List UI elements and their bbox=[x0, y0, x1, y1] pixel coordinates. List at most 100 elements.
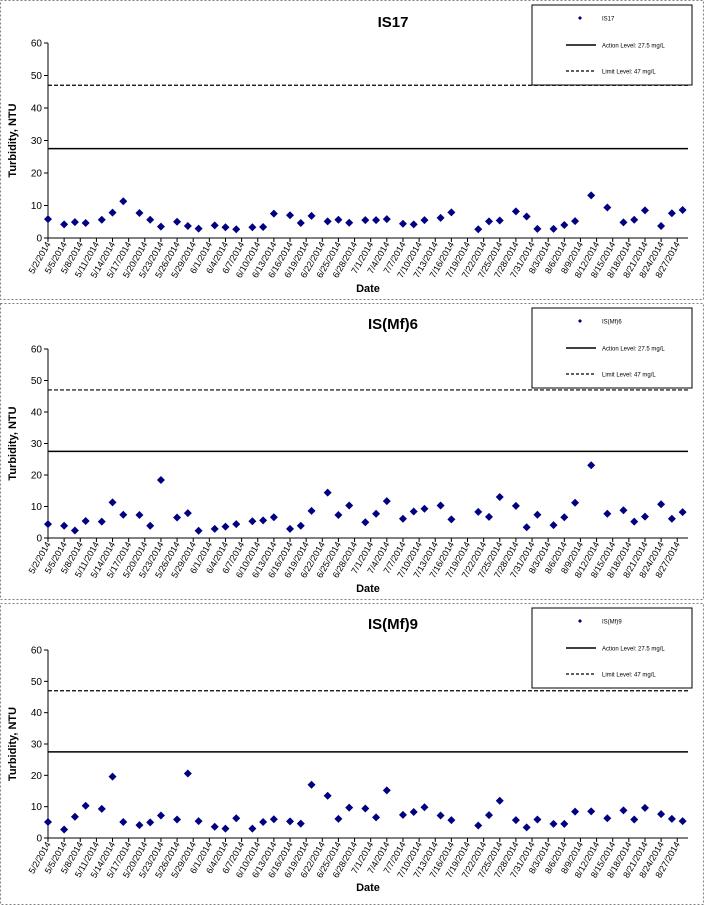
legend-limit-label: Limit Level: 47 mg/L bbox=[602, 673, 656, 679]
data-point bbox=[420, 504, 429, 513]
data-point bbox=[173, 513, 182, 522]
data-point bbox=[210, 221, 219, 230]
data-point bbox=[183, 221, 192, 230]
data-point bbox=[135, 208, 144, 217]
data-point bbox=[97, 215, 106, 224]
data-point bbox=[248, 517, 257, 526]
data-point bbox=[70, 218, 79, 227]
y-tick-label: 60 bbox=[31, 646, 43, 657]
data-point bbox=[409, 807, 418, 816]
data-point bbox=[571, 217, 580, 226]
data-point bbox=[678, 817, 687, 826]
data-point bbox=[108, 498, 117, 507]
data-point bbox=[495, 493, 504, 502]
data-point bbox=[372, 813, 381, 822]
legend-action-label: Action Level: 27.5 mg/L bbox=[602, 347, 665, 353]
data-point bbox=[619, 218, 628, 227]
y-tick-label: 60 bbox=[31, 39, 43, 50]
data-point bbox=[269, 513, 278, 522]
data-point bbox=[194, 526, 203, 535]
x-axis-label: Date bbox=[356, 583, 380, 595]
chart-title: IS(Mf)6 bbox=[368, 316, 418, 333]
data-point bbox=[398, 810, 407, 819]
data-point bbox=[560, 221, 569, 229]
chart-panel-is17: IS17 0 10 20 30 40 50 60 Turbidity, NTU 5/2/2014 5… bbox=[0, 0, 704, 300]
data-point bbox=[146, 215, 155, 224]
data-point bbox=[183, 769, 192, 778]
data-point bbox=[60, 220, 69, 229]
data-point bbox=[334, 215, 343, 224]
y-tick-label: 40 bbox=[31, 408, 43, 419]
y-tick-label: 30 bbox=[31, 136, 43, 147]
data-point bbox=[485, 217, 494, 226]
data-point bbox=[549, 224, 558, 233]
legend-box bbox=[531, 4, 693, 86]
y-tick-label: 60 bbox=[31, 345, 43, 356]
data-point bbox=[678, 206, 687, 215]
data-point bbox=[135, 821, 144, 830]
data-point bbox=[495, 796, 504, 805]
data-point bbox=[60, 825, 69, 834]
data-point bbox=[146, 521, 155, 530]
data-point bbox=[221, 824, 230, 833]
y-tick-label: 10 bbox=[31, 502, 43, 513]
data-point bbox=[135, 511, 144, 520]
data-point bbox=[361, 518, 370, 527]
data-point bbox=[382, 786, 391, 795]
data-point bbox=[630, 815, 639, 824]
data-point bbox=[119, 510, 128, 519]
y-tick-label: 10 bbox=[31, 201, 43, 212]
y-tick-label: 50 bbox=[31, 71, 43, 82]
data-point bbox=[119, 197, 128, 206]
data-point bbox=[619, 806, 628, 815]
data-point bbox=[210, 822, 219, 831]
data-point bbox=[571, 498, 580, 507]
x-axis-label: Date bbox=[356, 882, 380, 894]
data-point bbox=[474, 225, 483, 234]
legend-marker bbox=[578, 319, 582, 323]
legend-limit-label: Limit Level: 47 mg/L bbox=[602, 70, 656, 76]
data-point bbox=[269, 815, 278, 824]
chart-panel-is-mf9: IS(Mf)9 0 10 20 30 40 50 60 Turbidity, NTU 5/2/20… bbox=[0, 603, 704, 905]
data-point bbox=[232, 225, 241, 234]
data-point bbox=[409, 507, 418, 516]
data-point bbox=[372, 509, 381, 518]
data-point bbox=[522, 823, 531, 832]
data-point bbox=[409, 220, 418, 229]
data-point bbox=[81, 219, 90, 228]
data-point bbox=[511, 207, 520, 216]
data-point bbox=[533, 510, 542, 519]
legend-series-label: IS(Mf)6 bbox=[602, 320, 622, 326]
data-point bbox=[173, 815, 182, 824]
data-point bbox=[173, 217, 182, 226]
data-point bbox=[640, 803, 649, 812]
data-point bbox=[485, 811, 494, 820]
data-point bbox=[334, 814, 343, 823]
data-point bbox=[119, 818, 128, 827]
data-point bbox=[678, 508, 687, 517]
data-point bbox=[70, 526, 79, 535]
data-point bbox=[296, 219, 305, 228]
data-point bbox=[259, 516, 268, 525]
chart-title: IS17 bbox=[378, 14, 409, 31]
data-point bbox=[232, 814, 241, 823]
data-point bbox=[619, 506, 628, 515]
data-point bbox=[259, 222, 268, 231]
data-point bbox=[522, 212, 531, 221]
y-tick-label: 0 bbox=[36, 234, 42, 245]
data-point bbox=[447, 208, 456, 217]
legend-box bbox=[531, 607, 693, 689]
data-point bbox=[156, 476, 165, 485]
y-tick-label: 50 bbox=[31, 677, 43, 688]
legend-action-label: Action Level: 27.5 mg/L bbox=[602, 647, 665, 653]
data-point bbox=[345, 803, 354, 812]
y-tick-label: 0 bbox=[36, 534, 42, 545]
y-tick-label: 0 bbox=[36, 834, 42, 845]
legend-action-label: Action Level: 27.5 mg/L bbox=[602, 44, 665, 50]
data-point bbox=[511, 501, 520, 510]
data-point bbox=[436, 501, 445, 510]
data-point bbox=[447, 816, 456, 825]
data-point bbox=[156, 222, 165, 231]
